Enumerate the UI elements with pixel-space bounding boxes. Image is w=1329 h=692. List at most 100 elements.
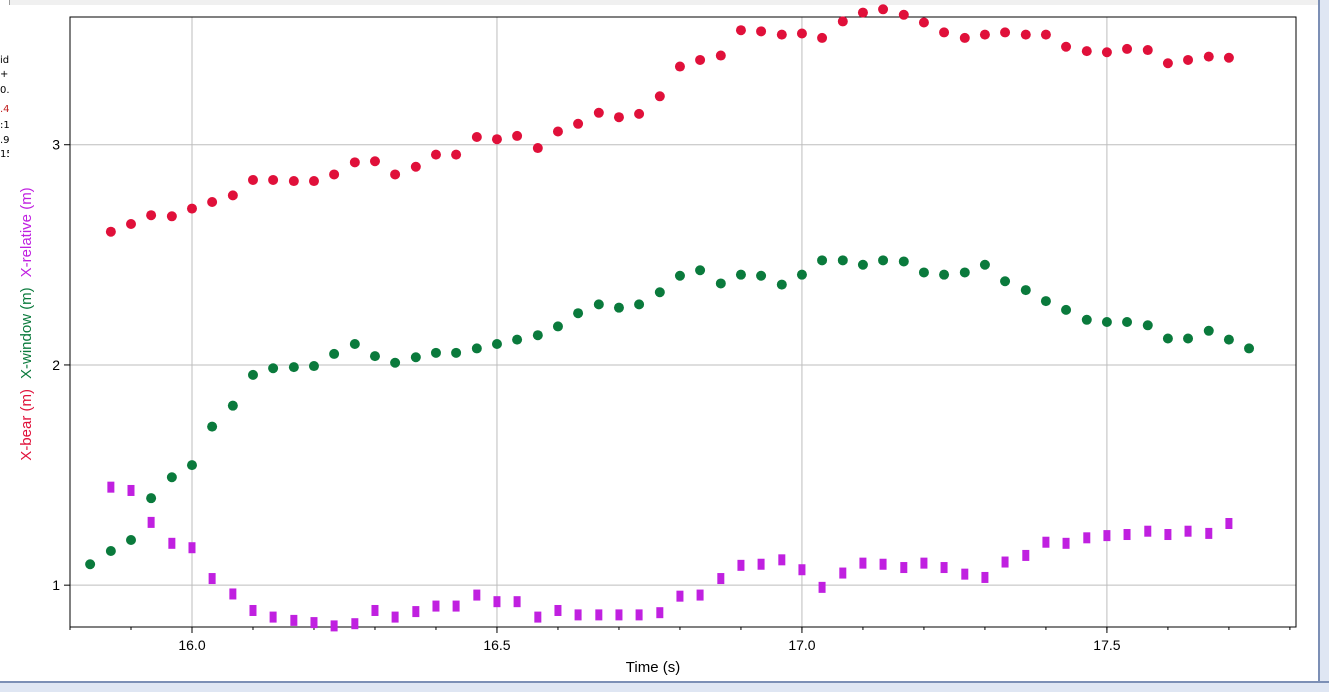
data-point (1081, 46, 1092, 57)
data-point (1183, 54, 1194, 65)
data-point (715, 50, 726, 61)
data-point (330, 620, 338, 632)
data-point (310, 617, 318, 629)
y-axis-title-relative: X-relative (m) (18, 187, 35, 277)
data-point (1184, 525, 1192, 537)
data-point (878, 255, 889, 266)
data-point (125, 219, 136, 230)
data-point (1040, 296, 1051, 307)
data-point (1144, 525, 1152, 537)
data-point (573, 308, 584, 319)
grid (70, 17, 1296, 627)
data-point (654, 287, 665, 298)
x-tick-label: 17.0 (788, 637, 815, 653)
data-point (1040, 29, 1051, 40)
data-point (817, 255, 828, 266)
data-point (959, 32, 970, 43)
data-point (1000, 27, 1011, 38)
data-point (1083, 532, 1091, 544)
data-point (1164, 529, 1172, 541)
data-point (939, 269, 950, 280)
data-point (1061, 41, 1072, 52)
window-frame-bottom (0, 681, 1329, 692)
data-point (1122, 43, 1133, 54)
data-point (900, 562, 908, 574)
data-point (595, 609, 603, 621)
data-point (717, 573, 725, 585)
graph-panel[interactable] (9, 5, 1318, 681)
data-point (735, 269, 746, 280)
data-point (186, 460, 197, 471)
data-point (471, 132, 482, 143)
data-point (288, 176, 299, 187)
data-point (329, 169, 340, 180)
data-point (939, 27, 950, 38)
x-tick-label: 17.5 (1093, 637, 1120, 653)
data-point (737, 559, 745, 571)
data-point (146, 210, 157, 221)
data-point (1223, 334, 1234, 345)
data-point (695, 54, 706, 65)
data-point (532, 330, 543, 341)
data-point (1101, 47, 1112, 58)
data-point (776, 29, 787, 40)
data-point (1142, 320, 1153, 331)
x-axis-title: Time (s) (626, 659, 680, 676)
axis-ticks: 16.0 16.5 17.0 17.5 1 2 3 (52, 137, 1291, 653)
y-axis-title-window: X-window (m) (18, 287, 35, 379)
data-point (796, 28, 807, 39)
data-point (634, 108, 645, 119)
x-tick-label: 16.0 (178, 637, 205, 653)
data-point (1020, 29, 1031, 40)
data-point (552, 126, 563, 137)
data-point (146, 493, 157, 504)
data-point (1205, 527, 1213, 539)
data-point (290, 614, 298, 626)
data-point (1244, 343, 1255, 354)
data-point (1061, 304, 1072, 315)
data-point (532, 143, 543, 154)
data-point (249, 604, 257, 616)
data-point (1020, 285, 1031, 296)
data-point (1103, 530, 1111, 542)
data-point (735, 25, 746, 36)
data-point (369, 156, 380, 167)
data-point (390, 169, 401, 180)
data-point (1062, 537, 1070, 549)
side-fragment: :1 (0, 120, 10, 131)
data-point (105, 226, 116, 237)
data-point (491, 134, 502, 145)
data-point (410, 161, 421, 172)
data-point (513, 596, 521, 608)
data-point (859, 557, 867, 569)
y-tick-label: 1 (52, 577, 60, 593)
data-point (940, 562, 948, 574)
data-points (85, 4, 1255, 632)
data-point (349, 157, 360, 168)
data-point (534, 611, 542, 623)
data-point (1183, 333, 1194, 344)
data-point (107, 481, 115, 493)
data-point (1022, 549, 1030, 561)
series-2 (107, 481, 1233, 632)
y-tick-label: 2 (52, 357, 60, 373)
data-point (981, 571, 989, 583)
data-point (1101, 317, 1112, 327)
data-point (817, 32, 828, 43)
plot-frame (69, 16, 1297, 628)
side-fragment: + (0, 69, 9, 80)
data-point (227, 400, 238, 411)
data-point (554, 604, 562, 616)
data-point (959, 267, 970, 278)
data-point (412, 606, 420, 618)
data-point (613, 302, 624, 313)
data-point (837, 16, 848, 27)
data-point (961, 568, 969, 580)
data-point (818, 581, 826, 593)
data-point (593, 299, 604, 310)
data-point (1001, 556, 1009, 568)
data-point (471, 343, 482, 354)
data-point (778, 554, 786, 566)
side-fragment: .9 (0, 135, 10, 146)
